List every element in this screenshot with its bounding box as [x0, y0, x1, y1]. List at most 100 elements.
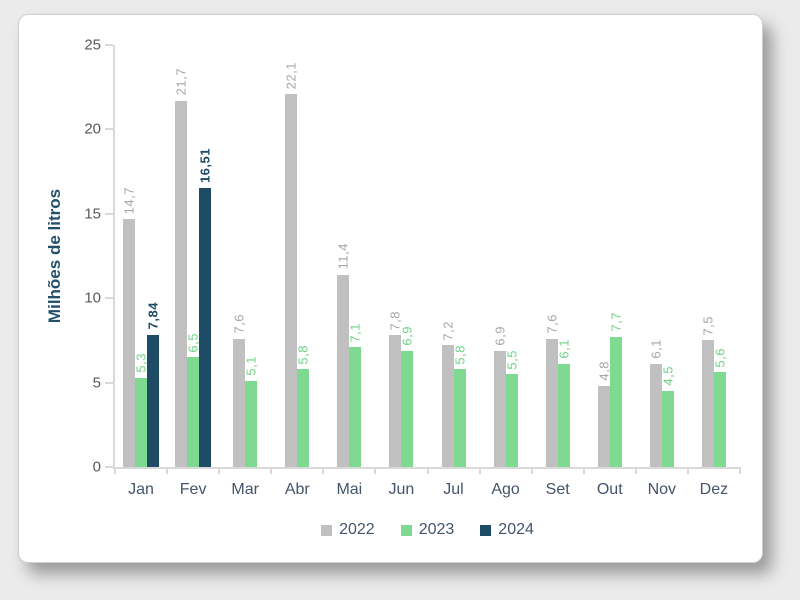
bar-value-label: 22,1 [283, 61, 299, 89]
bar-value-label: 11,4 [335, 243, 351, 270]
bar-2023-dez: 5,6 [712, 348, 727, 467]
bar-value-label: 6,1 [648, 339, 664, 360]
category-label-mar: Mar [231, 481, 259, 498]
y-axis-title: Milhões de litros [45, 188, 64, 324]
y-axis-tick [105, 212, 113, 215]
bar-value-label: 7,6 [231, 314, 247, 334]
x-axis-tick [686, 467, 689, 474]
legend-item-2022: 2022 [321, 521, 375, 539]
bar-value-label: 5,3 [133, 352, 149, 373]
bar-2024-jan: 7,84 [146, 302, 161, 467]
legend-label-2023: 2023 [418, 521, 455, 538]
legend: 2022 2023 2024 [115, 521, 740, 539]
bar-groups: 14,7 5,3 7,84 21,7 6,5 16,51 7,6 5,1 22,1 5,8 11,4… [115, 45, 740, 467]
y-axis-tick-label: 10 [84, 289, 101, 307]
bar-2023-fev: 6,5 [186, 333, 201, 467]
legend-item-2024: 2024 [480, 521, 534, 539]
x-axis-tick [166, 467, 169, 474]
bar-2022-nov: 6,1 [648, 339, 663, 467]
bar-group-ago: 6,9 5,5 [480, 45, 532, 467]
category-label-ago: Ago [491, 481, 520, 498]
bar-chart: Milhões de litros 14,7 5,3 7,84 21,7 6,5 16,5… [19, 15, 762, 562]
y-axis-tick [105, 297, 113, 300]
bar-value-label: 7,5 [700, 315, 716, 336]
bar-value-label: 6,1 [556, 339, 572, 360]
bar-2022-out: 4,8 [596, 361, 611, 467]
bar-2023-jul: 5,8 [452, 345, 467, 467]
y-axis-tick [105, 128, 113, 131]
category-label-jul: Jul [443, 481, 464, 498]
x-axis-tick [582, 467, 585, 474]
category-label-out: Out [596, 481, 623, 498]
y-axis-tick-label: 0 [92, 458, 101, 476]
y-axis-line [113, 45, 115, 467]
category-label-mai: Mai [336, 481, 363, 498]
bar-2022-jan: 14,7 [122, 187, 137, 467]
bar-2023-mar: 5,1 [244, 356, 259, 467]
x-axis-tick [322, 467, 325, 474]
x-axis-tick [634, 467, 637, 474]
category-label-jan: Jan [128, 481, 154, 498]
bar-group-jun: 7,8 6,9 [375, 45, 427, 467]
bar-value-label: 14,7 [121, 186, 137, 214]
bar-2023-abr: 5,8 [296, 345, 311, 467]
bar-2022-mar: 7,6 [232, 314, 247, 467]
legend-label-2024: 2024 [498, 521, 534, 538]
bar-value-label: 4,8 [596, 361, 612, 381]
bar-2023-ago: 5,5 [504, 350, 519, 467]
x-axis-tick [114, 467, 116, 474]
bar-2022-abr: 22,1 [284, 62, 299, 467]
bar-2023-nov: 4,5 [660, 366, 675, 467]
bar-value-label: 4,5 [660, 366, 676, 387]
bar-value-label: 7,7 [608, 312, 624, 333]
bar-group-jul: 7,2 5,8 [427, 45, 479, 467]
legend-item-2023: 2023 [400, 521, 455, 539]
bar-group-abr: 22,1 5,8 [271, 45, 323, 467]
bar-2023-jun: 6,9 [400, 326, 415, 467]
category-label-set: Set [545, 481, 570, 498]
bar-group-nov: 6,1 4,5 [636, 45, 688, 467]
bar-value-label: 5,1 [243, 356, 259, 376]
chart-panel: Milhões de litros 14,7 5,3 7,84 21,7 6,5 16,5… [18, 14, 763, 563]
x-axis-category-labels: Jan Fev Mar Abr Mai Jun Jul Ago Set Out Nov Dez [115, 481, 740, 499]
y-axis-tick-label: 15 [84, 205, 101, 223]
category-label-fev: Fev [179, 481, 207, 498]
bar-2024-fev: 16,51 [198, 148, 213, 467]
bar-value-label: 16,51 [197, 148, 213, 184]
bar-value-label: 5,8 [295, 344, 311, 365]
y-axis-tick [105, 466, 113, 468]
bar-value-label: 21,7 [173, 68, 189, 96]
x-axis-tick [270, 467, 273, 474]
x-axis-tick [530, 467, 533, 474]
bar-value-label: 5,6 [712, 347, 728, 368]
bar-value-label: 7,84 [145, 302, 161, 330]
bar-value-label: 7,1 [347, 322, 363, 343]
plot-area: 14,7 5,3 7,84 21,7 6,5 16,51 7,6 5,1 22,1 5,8 11,4… [84, 37, 741, 476]
bar-2022-dez: 7,5 [700, 316, 715, 467]
bar-2023-mai: 7,1 [348, 323, 363, 467]
category-label-dez: Dez [699, 481, 729, 498]
bar-2022-jun: 7,8 [388, 311, 403, 467]
bar-group-out: 4,8 7,7 [584, 45, 636, 467]
y-axis-tick [105, 381, 113, 384]
x-axis-tick [374, 467, 377, 474]
bar-value-label: 7,6 [544, 314, 560, 334]
bar-2022-mai: 11,4 [336, 243, 351, 467]
bar-group-mai: 11,4 7,1 [323, 45, 375, 467]
y-axis-tick [105, 44, 113, 46]
category-label-abr: Abr [284, 481, 310, 498]
bar-value-label: 6,5 [185, 332, 201, 353]
legend-swatch-2022 [321, 524, 333, 536]
bar-2023-out: 7,7 [608, 312, 623, 467]
x-axis-tick [739, 467, 741, 474]
bar-value-label: 6,9 [492, 325, 508, 346]
y-axis-tick-label: 5 [92, 374, 101, 392]
bar-value-label: 7,2 [440, 320, 455, 341]
bar-2023-set: 6,1 [556, 339, 571, 467]
bar-2022-set: 7,6 [544, 314, 559, 467]
bar-value-label: 6,9 [399, 325, 415, 346]
category-label-nov: Nov [647, 481, 677, 498]
bar-2022-ago: 6,9 [492, 326, 507, 467]
y-axis-tick-label: 20 [84, 120, 101, 138]
legend-swatch-2023 [400, 524, 412, 536]
